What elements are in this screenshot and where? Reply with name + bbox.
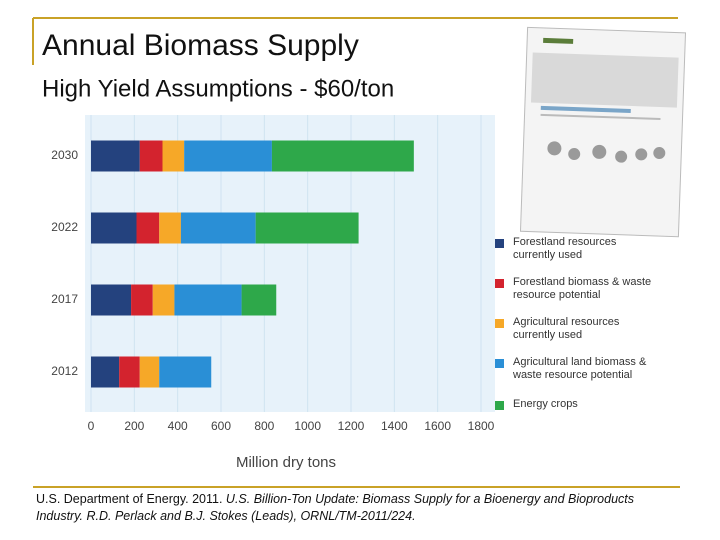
bar-segment — [271, 140, 414, 172]
bar-segment — [131, 284, 153, 316]
x-tick-label: 200 — [124, 419, 144, 433]
citation: U.S. Department of Energy. 2011. U.S. Bi… — [36, 491, 676, 525]
slide-subtitle: High Yield Assumptions - $60/ton — [42, 75, 394, 102]
bar-segment — [255, 212, 359, 244]
cover-subheading — [540, 113, 661, 121]
legend-label: Agricultural land biomass & waste resour… — [513, 356, 647, 381]
bar-segment — [162, 140, 185, 172]
legend-swatch — [495, 279, 504, 288]
citation-work: U.S. Billion-Ton Update: Biomass Supply … — [36, 492, 635, 523]
bar-segment — [159, 356, 212, 388]
legend-swatch — [495, 319, 504, 328]
bar-segment — [91, 140, 140, 172]
legend-item: Forestland biomass & waste resource pote… — [495, 276, 665, 302]
slide-title: Annual Biomass Supply — [42, 29, 359, 62]
legend-label: Agricultural resources currently used — [513, 316, 620, 341]
legend-label: Energy crops — [513, 398, 578, 410]
y-tick-label: 2012 — [51, 364, 78, 378]
legend-swatch — [495, 401, 504, 410]
bar-segment — [159, 212, 181, 244]
x-tick-label: 0 — [88, 419, 95, 433]
x-tick-label: 1600 — [424, 419, 451, 433]
bar-segment — [174, 284, 242, 316]
x-tick-label: 1400 — [381, 419, 408, 433]
x-axis-title: Million dry tons — [236, 454, 336, 471]
legend-swatch — [495, 359, 504, 368]
bar-segment — [91, 284, 132, 316]
cover-photo — [530, 52, 679, 108]
y-tick-label: 2017 — [51, 292, 78, 306]
x-tick-label: 1000 — [294, 419, 321, 433]
bar-segment — [180, 212, 256, 244]
bar-segment — [241, 284, 277, 316]
legend-item: Agricultural land biomass & waste resour… — [495, 356, 665, 382]
legend-label: Forestland biomass & waste resource pote… — [513, 276, 652, 301]
legend-item: Agricultural resources currently used — [495, 316, 665, 342]
x-tick-label: 800 — [254, 419, 274, 433]
x-tick-label: 600 — [211, 419, 231, 433]
legend-label: Forestland resources currently used — [513, 236, 617, 261]
legend-item: Energy crops — [495, 398, 665, 411]
bar-segment — [152, 284, 175, 316]
y-tick-label: 2022 — [51, 220, 78, 234]
cover-heading — [540, 105, 631, 113]
citation-author: U.S. Department of Energy. 2011. — [36, 492, 226, 506]
bar-segment — [184, 140, 272, 172]
bar-segment — [139, 140, 163, 172]
bar-segment — [91, 212, 137, 244]
legend-item: Forestland resources currently used — [495, 236, 665, 262]
bar-segment — [139, 356, 160, 388]
x-tick-label: 1200 — [338, 419, 365, 433]
bar-segment — [119, 356, 140, 388]
bar-segment — [91, 356, 120, 388]
legend-swatch — [495, 239, 504, 248]
cover-trees — [547, 141, 666, 163]
cover-logo — [543, 37, 574, 44]
report-cover — [519, 26, 687, 238]
y-tick-label: 2030 — [51, 148, 78, 162]
bar-segment — [136, 212, 160, 244]
x-tick-label: 1800 — [468, 419, 495, 433]
x-tick-label: 400 — [168, 419, 188, 433]
